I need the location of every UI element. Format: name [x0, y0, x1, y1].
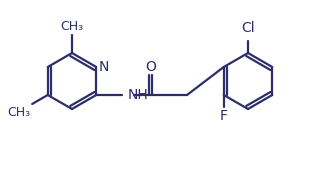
- Text: CH₃: CH₃: [60, 20, 84, 33]
- Text: O: O: [145, 60, 156, 74]
- Text: CH₃: CH₃: [7, 106, 30, 119]
- Text: F: F: [220, 109, 228, 123]
- Text: N: N: [98, 60, 109, 74]
- Text: Cl: Cl: [241, 21, 255, 35]
- Text: NH: NH: [127, 88, 148, 102]
